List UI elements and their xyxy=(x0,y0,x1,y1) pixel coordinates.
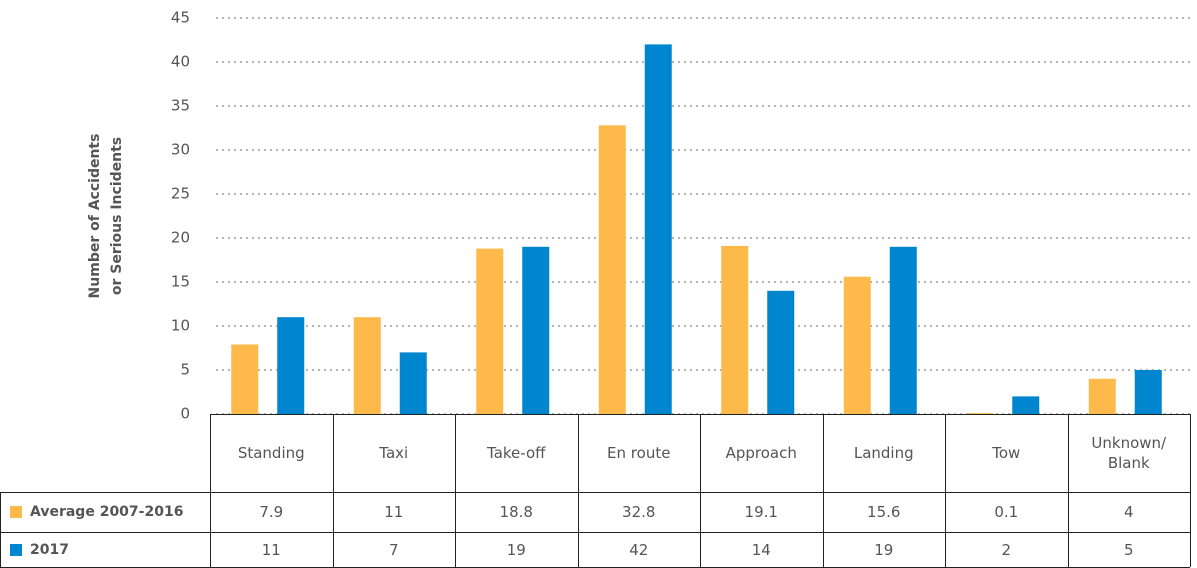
table-value-text: 2 xyxy=(1001,540,1012,559)
table-value: 11 xyxy=(210,532,333,567)
bar xyxy=(399,352,427,414)
table-value-text: 19.1 xyxy=(744,503,778,521)
category-label-text: En route xyxy=(607,444,671,462)
y-tick-label: 45 xyxy=(171,9,190,27)
table-value: 19 xyxy=(823,532,946,567)
bar xyxy=(644,44,672,415)
category-label-text: Landing xyxy=(853,444,914,462)
category-label-text: Taxi xyxy=(379,444,409,462)
table-value: 7.9 xyxy=(210,492,333,532)
table-value-text: 14 xyxy=(751,540,771,559)
y-axis-label: or Serious Incidents xyxy=(109,137,125,295)
bar xyxy=(476,248,504,414)
bar xyxy=(522,246,550,414)
table-value: 11 xyxy=(333,492,456,532)
category-label: Take-off xyxy=(455,414,578,492)
table-value-text: 0.1 xyxy=(994,503,1019,521)
table-value: 18.8 xyxy=(455,492,578,532)
legend-swatch xyxy=(10,543,22,556)
table-value: 15.6 xyxy=(823,492,946,532)
table-value-text: 42 xyxy=(629,540,649,559)
table-value: 32.8 xyxy=(578,492,701,532)
y-tick-label: 10 xyxy=(171,317,190,335)
table-value-text: 7 xyxy=(388,540,399,559)
table-value: 14 xyxy=(700,532,823,567)
legend-label: 2017 xyxy=(30,541,69,558)
category-label: Unknown/ Blank xyxy=(1068,414,1191,492)
bar xyxy=(231,344,259,414)
table-value: 5 xyxy=(1068,532,1191,567)
category-label: En route xyxy=(578,414,701,492)
category-label-text: Standing xyxy=(237,444,305,462)
bar xyxy=(353,317,381,414)
category-label: Taxi xyxy=(333,414,456,492)
category-label: Approach xyxy=(700,414,823,492)
table-value-text: 7.9 xyxy=(259,503,284,521)
table-value: 19.1 xyxy=(700,492,823,532)
y-axis-label: Number of Accidents xyxy=(87,134,103,299)
table-value-text: 15.6 xyxy=(867,503,901,521)
category-label-text: Take-off xyxy=(487,444,546,462)
bar xyxy=(889,246,917,414)
y-tick-label: 20 xyxy=(171,229,190,247)
table-value: 0.1 xyxy=(945,492,1068,532)
table-value-text: 4 xyxy=(1123,503,1134,521)
legend-entry: Average 2007-2016 xyxy=(0,492,210,532)
table-value: 7 xyxy=(333,532,456,567)
y-tick-label: 35 xyxy=(171,97,190,115)
legend-label: Average 2007-2016 xyxy=(30,504,184,520)
table-value: 4 xyxy=(1068,492,1191,532)
bar xyxy=(1134,370,1162,414)
bar xyxy=(843,276,871,414)
table-value: 2 xyxy=(945,532,1068,567)
bar xyxy=(767,290,795,414)
y-tick-label: 40 xyxy=(171,53,190,71)
category-label-text: Approach xyxy=(725,444,797,462)
y-tick-label: 15 xyxy=(171,273,190,291)
bar xyxy=(721,245,749,414)
category-label: Standing xyxy=(210,414,333,492)
y-tick-label: 0 xyxy=(180,405,190,423)
legend-swatch xyxy=(10,506,22,518)
bar xyxy=(966,413,994,414)
bar xyxy=(1012,396,1040,414)
y-tick-label: 25 xyxy=(171,185,190,203)
legend-entry: 2017 xyxy=(0,532,210,567)
table-value-text: 11 xyxy=(261,540,281,559)
y-tick-label: 30 xyxy=(171,141,190,159)
bar xyxy=(1088,378,1116,414)
table-value-text: 19 xyxy=(506,540,526,559)
category-label: Tow xyxy=(945,414,1068,492)
table-value-text: 32.8 xyxy=(622,503,656,521)
table-value: 42 xyxy=(578,532,701,567)
table-value-text: 19 xyxy=(874,540,894,559)
table-value-text: 5 xyxy=(1123,540,1134,559)
category-label: Landing xyxy=(823,414,946,492)
table-value-text: 18.8 xyxy=(499,503,533,521)
category-label-text: Unknown/ Blank xyxy=(1091,434,1167,472)
table-value-text: 11 xyxy=(384,503,404,521)
bar xyxy=(598,125,626,415)
table-value: 19 xyxy=(455,532,578,567)
bar xyxy=(277,317,305,414)
category-label-text: Tow xyxy=(992,444,1021,462)
y-tick-label: 5 xyxy=(180,361,190,379)
